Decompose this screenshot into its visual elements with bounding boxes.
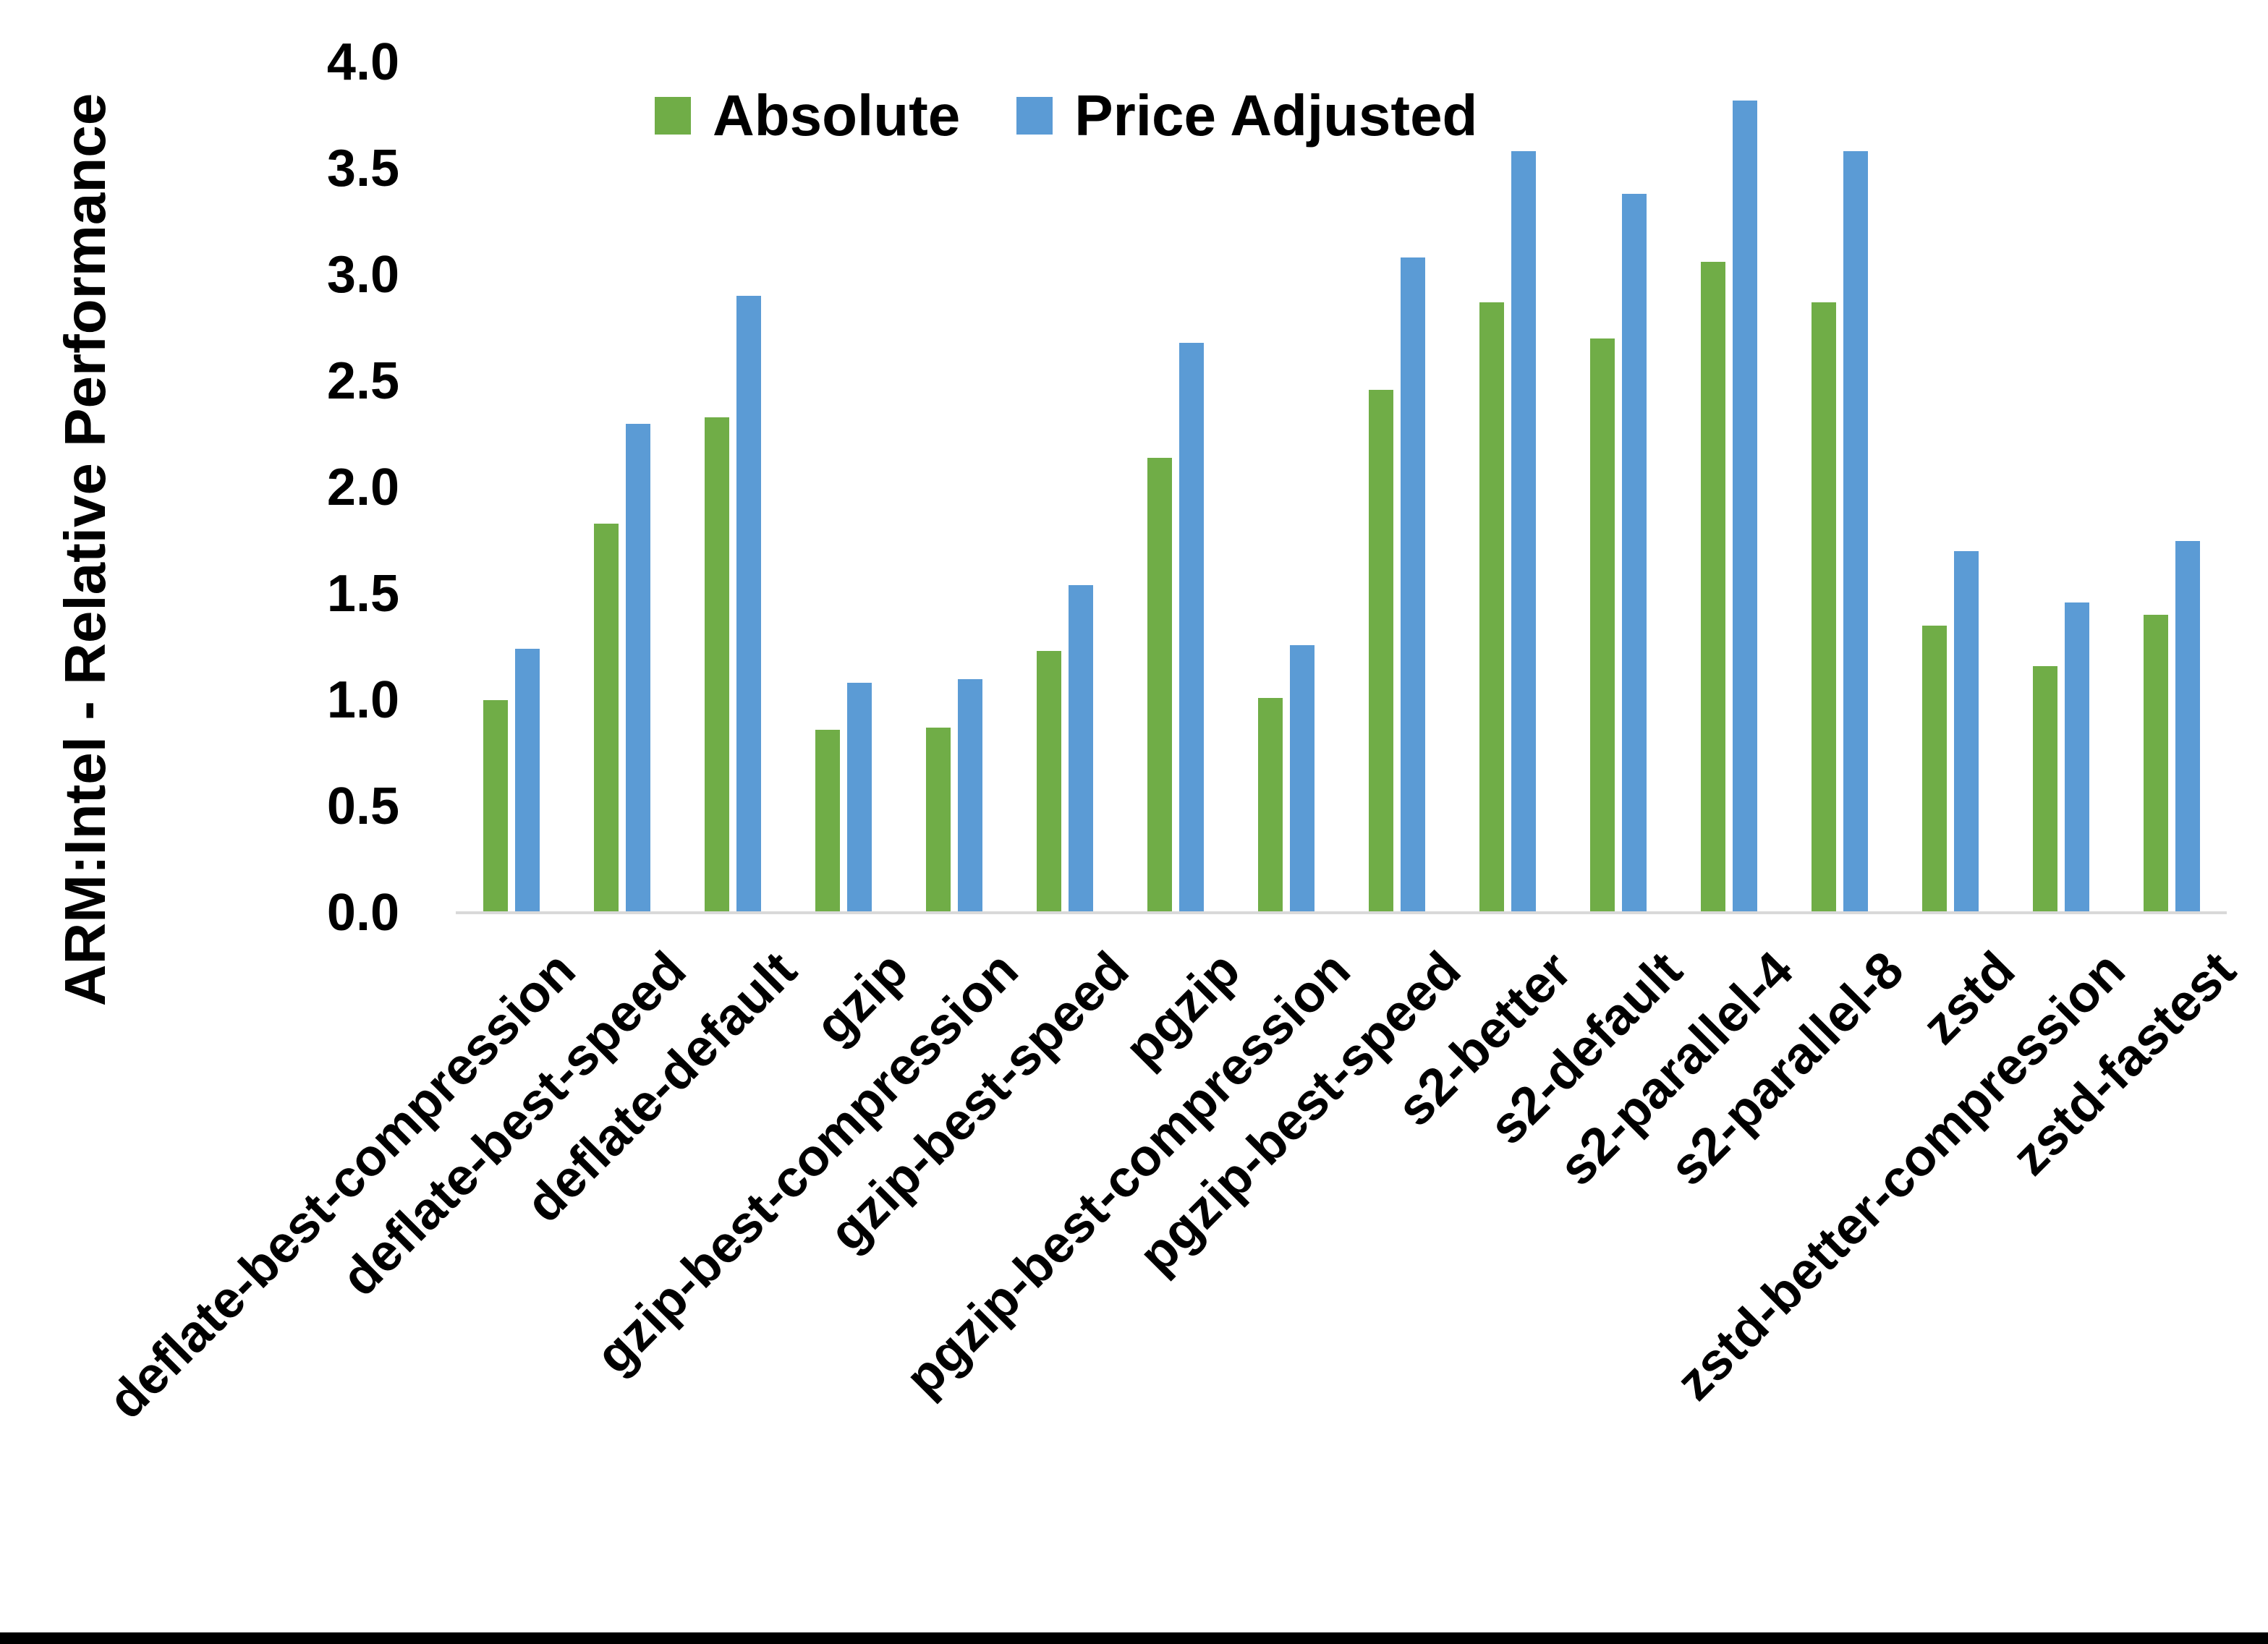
bar-pgzip-best-compression-price-adjusted — [1289, 644, 1314, 913]
bar-gzip-best-speed-absolute — [1036, 651, 1061, 913]
y-tick-label-1.5: 1.5 — [326, 565, 399, 623]
y-tick-label-3.5: 3.5 — [326, 140, 399, 197]
bar-zstd-better-compression-absolute — [2032, 665, 2057, 913]
legend-item-absolute: Absolute — [655, 82, 960, 149]
bar-gzip-price-adjusted — [846, 683, 872, 913]
category-slot-s2-parallel-4 — [1673, 62, 1784, 913]
y-tick-label-0.0: 0.0 — [326, 884, 399, 942]
category-slot-pgzip-best-compression — [1231, 62, 1341, 913]
bar-s2-default-absolute — [1589, 338, 1615, 913]
x-axis-line — [456, 911, 2227, 914]
bar-s2-parallel-8-absolute — [1811, 302, 1836, 913]
y-tick-label-2.5: 2.5 — [326, 352, 399, 410]
bar-gzip-best-speed-price-adjusted — [1068, 585, 1093, 913]
category-slot-zstd-better-compression — [2005, 62, 2116, 913]
bar-s2-default-price-adjusted — [1621, 194, 1647, 913]
y-tick-label-1.0: 1.0 — [326, 671, 399, 729]
y-tick-label-2.0: 2.0 — [326, 459, 399, 516]
y-tick-label-4.0: 4.0 — [326, 33, 399, 91]
plot-area — [456, 62, 2227, 913]
bar-zstd-price-adjusted — [1953, 551, 1979, 913]
bar-deflate-best-speed-price-adjusted — [625, 423, 650, 913]
bar-s2-better-absolute — [1479, 302, 1504, 913]
category-slot-deflate-default — [677, 62, 788, 913]
legend: Absolute Price Adjusted — [655, 82, 1477, 149]
category-slot-zstd-fastest — [2116, 62, 2227, 913]
bar-gzip-best-compression-price-adjusted — [957, 678, 982, 913]
legend-swatch-price-adjusted — [1016, 97, 1053, 135]
category-slot-gzip-best-compression — [899, 62, 1009, 913]
y-tick-label-0.5: 0.5 — [326, 778, 399, 835]
legend-label-price-adjusted: Price Adjusted — [1074, 83, 1478, 148]
bar-zstd-fastest-price-adjusted — [2175, 540, 2200, 913]
bar-zstd-better-compression-price-adjusted — [2064, 602, 2089, 913]
category-slot-deflate-best-speed — [566, 62, 677, 913]
y-axis-title: ARM:Intel - Relative Performance — [53, 93, 117, 1007]
legend-swatch-absolute — [655, 97, 691, 135]
category-slot-gzip — [788, 62, 899, 913]
bar-zstd-absolute — [1921, 626, 1947, 913]
legend-label-absolute: Absolute — [713, 83, 961, 148]
bar-pgzip-best-compression-absolute — [1257, 698, 1283, 913]
y-tick-label-3.0: 3.0 — [326, 246, 399, 304]
category-slot-pgzip — [1120, 62, 1231, 913]
bars-container — [456, 62, 2227, 913]
bar-deflate-default-price-adjusted — [736, 296, 761, 913]
bar-zstd-fastest-absolute — [2143, 615, 2168, 913]
bottom-border-bar — [0, 1632, 2268, 1644]
category-slot-s2-better — [1452, 62, 1563, 913]
x-label-deflate-best-compression: deflate-best-compression — [97, 940, 587, 1430]
bar-pgzip-best-speed-absolute — [1368, 389, 1393, 913]
bar-deflate-best-speed-absolute — [593, 523, 619, 913]
category-slot-zstd — [1895, 62, 2005, 913]
bar-gzip-absolute — [815, 730, 840, 913]
bar-deflate-best-compression-price-adjusted — [514, 649, 540, 913]
category-slot-gzip-best-speed — [1009, 62, 1120, 913]
category-slot-deflate-best-compression — [456, 62, 566, 913]
bar-deflate-best-compression-absolute — [483, 700, 508, 913]
bar-s2-parallel-4-absolute — [1700, 262, 1725, 913]
category-slot-s2-default — [1563, 62, 1673, 913]
category-slot-pgzip-best-speed — [1341, 62, 1452, 913]
legend-item-price-adjusted: Price Adjusted — [1016, 82, 1477, 149]
bar-pgzip-absolute — [1147, 457, 1172, 913]
bar-s2-better-price-adjusted — [1511, 151, 1536, 913]
bar-pgzip-price-adjusted — [1178, 343, 1204, 913]
bar-pgzip-best-speed-price-adjusted — [1400, 257, 1425, 913]
bar-s2-parallel-8-price-adjusted — [1843, 151, 1868, 913]
bar-deflate-default-absolute — [704, 417, 729, 913]
bar-gzip-best-compression-absolute — [925, 728, 951, 913]
category-slot-s2-parallel-8 — [1784, 62, 1895, 913]
bar-s2-parallel-4-price-adjusted — [1732, 100, 1757, 913]
